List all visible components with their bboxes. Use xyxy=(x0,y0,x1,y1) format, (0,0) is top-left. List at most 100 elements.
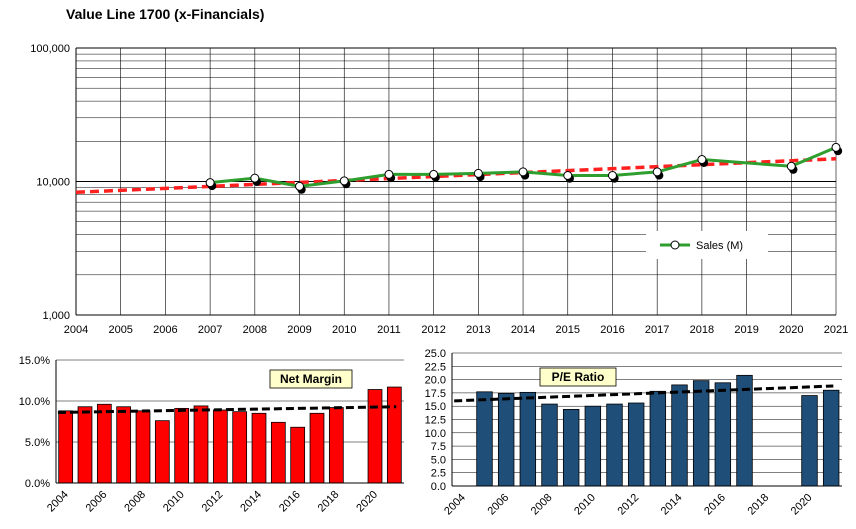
marker-point xyxy=(205,178,215,188)
bar xyxy=(58,410,74,484)
x-tick-label: 2016 xyxy=(600,324,624,336)
y-tick-label: 7.5 xyxy=(431,441,446,453)
x-tick-label: 2012 xyxy=(615,492,641,518)
x-tick-label: 2008 xyxy=(529,492,555,518)
x-tick-label: 2009 xyxy=(287,324,311,336)
x-tick-label: 2017 xyxy=(645,324,669,336)
chart-title: P/E Ratio xyxy=(552,370,605,384)
y-tick-label: 15.0 xyxy=(425,401,446,413)
bar xyxy=(77,406,93,484)
x-tick-label: 2004 xyxy=(64,324,88,336)
marker-point xyxy=(652,167,662,177)
x-tick-label: 2018 xyxy=(745,492,771,518)
marker-point xyxy=(384,169,394,179)
y-tick-label: 0.0 xyxy=(431,481,446,493)
bar xyxy=(309,412,325,484)
page-title: Value Line 1700 (x-Financials) xyxy=(66,6,265,22)
x-tick-label: 2010 xyxy=(572,492,598,518)
x-tick-label: 2012 xyxy=(421,324,445,336)
chart-title-box xyxy=(269,369,353,389)
x-tick-label: 2014 xyxy=(511,324,535,336)
x-tick-label: 2015 xyxy=(556,324,580,336)
y-tick-label: 17.5 xyxy=(425,388,446,400)
bar xyxy=(270,421,286,484)
bar xyxy=(801,395,818,487)
bar xyxy=(736,374,753,487)
y-tick-label: 100,000 xyxy=(30,43,70,55)
bar xyxy=(386,386,402,484)
bar xyxy=(193,405,209,484)
bar xyxy=(290,426,306,484)
x-tick-label: 2016 xyxy=(702,492,728,518)
y-tick-label: 22.5 xyxy=(425,361,446,373)
y-tick-label: 1,000 xyxy=(42,310,70,322)
x-tick-label: 2006 xyxy=(84,489,110,515)
marker-point xyxy=(697,155,707,165)
x-tick-label: 2014 xyxy=(238,489,264,515)
y-tick-label: 2.5 xyxy=(431,468,446,480)
marker-point xyxy=(831,142,841,152)
bar xyxy=(606,403,623,487)
bar xyxy=(649,390,667,487)
x-tick-label: 2020 xyxy=(779,324,803,336)
marker-point xyxy=(250,173,260,183)
bar xyxy=(497,393,515,487)
bar xyxy=(135,410,151,484)
chart-title: Net Margin xyxy=(280,372,342,386)
bar xyxy=(212,409,228,484)
chart-title-box xyxy=(539,367,617,387)
net-margin-chart: 0.0% 5.0% 10.0% 15.0% 2004 2006 2008 2010 2012 20… xyxy=(19,355,404,514)
bar xyxy=(96,403,112,484)
x-tick-label: 2010 xyxy=(161,489,187,515)
bar xyxy=(822,389,840,487)
x-tick-label: 2006 xyxy=(485,492,511,518)
x-tick-label: 2004 xyxy=(45,489,71,515)
sales-chart: 1,000 10,000 100,000 2004 2005 2006 2007 2008 20… xyxy=(30,43,848,336)
x-tick-label: 2008 xyxy=(243,324,267,336)
x-tick-label: 2018 xyxy=(690,324,714,336)
pe-ratio-chart: 0.02.5 5.07.510.012.5 15.017.520.0 22.525.0… xyxy=(425,348,842,517)
bar xyxy=(541,403,558,487)
bar xyxy=(232,411,248,484)
bar xyxy=(714,382,732,487)
x-tick-label: 2016 xyxy=(277,489,303,515)
bar xyxy=(584,405,602,487)
marker-point xyxy=(429,169,439,179)
x-tick-label: 2013 xyxy=(466,324,490,336)
legend-marker-sales xyxy=(670,240,680,250)
bar xyxy=(627,402,645,487)
trend-line xyxy=(454,384,834,403)
bar xyxy=(367,389,383,484)
y-tick-label: 10.0% xyxy=(19,396,50,408)
marker-point xyxy=(518,167,528,177)
bar xyxy=(519,391,537,487)
bar xyxy=(154,420,170,484)
bar xyxy=(251,412,267,484)
x-tick-label: 2018 xyxy=(316,489,342,515)
y-tick-label: 5.0% xyxy=(25,437,50,449)
x-tick-label: 2019 xyxy=(734,324,758,336)
x-tick-label: 2008 xyxy=(122,489,148,515)
y-tick-label: 5.0 xyxy=(431,454,446,466)
bar xyxy=(562,408,580,487)
x-tick-label: 2005 xyxy=(108,324,132,336)
marker-point xyxy=(563,170,573,180)
bar xyxy=(671,384,688,487)
y-tick-label: 20.0 xyxy=(425,375,446,387)
bar xyxy=(328,407,344,484)
x-tick-label: 2014 xyxy=(659,492,685,518)
bar xyxy=(476,391,493,487)
series-line-sales xyxy=(209,146,837,188)
x-tick-label: 2010 xyxy=(332,324,356,336)
x-tick-label: 2020 xyxy=(789,492,815,518)
marker-point xyxy=(786,161,796,171)
y-tick-label: 15.0% xyxy=(19,355,50,367)
x-tick-label: 2011 xyxy=(377,324,401,336)
x-tick-label: 2021 xyxy=(824,324,848,336)
bar xyxy=(692,380,710,487)
x-tick-label: 2012 xyxy=(200,489,226,515)
y-tick-label: 10.0 xyxy=(425,428,446,440)
x-tick-label: 2006 xyxy=(153,324,177,336)
x-tick-label: 2004 xyxy=(442,492,468,518)
